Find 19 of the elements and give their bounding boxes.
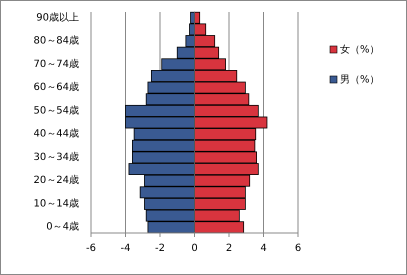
y-tick-label: 60～64歳 [34, 81, 79, 94]
x-tick-label: 4 [260, 243, 267, 254]
y-tick-label: 10～14歳 [34, 197, 79, 210]
y-tick-label: 70～74歳 [34, 58, 79, 70]
y-tick-label: 40～44歳 [34, 128, 79, 140]
legend-label: 女（%） [340, 44, 380, 56]
legend-label: 男（%） [340, 74, 380, 86]
y-tick-label: 0～4歳 [46, 220, 79, 233]
y-tick-label: 90歳以上 [36, 11, 79, 24]
x-tick-label: -2 [155, 243, 165, 254]
y-tick-label: 80～84歳 [34, 34, 79, 47]
x-tick-label: 2 [226, 243, 232, 254]
x-tick-label: -4 [120, 243, 130, 254]
x-tick-label: 0 [191, 243, 198, 254]
y-tick-label: 30～34歳 [34, 150, 79, 163]
y-tick-label: 50～54歳 [34, 104, 79, 116]
x-tick-label: 6 [294, 243, 302, 254]
x-tick-label: -6 [86, 243, 96, 254]
y-tick-label: 20～24歳 [34, 174, 79, 186]
